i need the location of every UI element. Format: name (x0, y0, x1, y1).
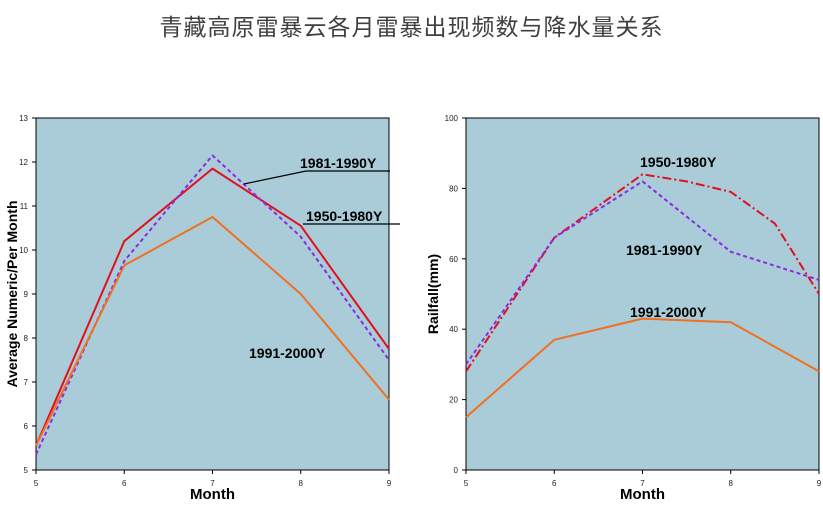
series-line-1981-1990Y (465, 180, 820, 365)
y-axis-title: Railfall(mm) (425, 254, 441, 334)
x-tick-label: 5 (34, 479, 39, 488)
x-tick-label: 9 (817, 479, 822, 488)
y-tick-label: 12 (19, 158, 28, 167)
label-1981-1990y-b: 1981-1990Y (626, 242, 703, 258)
label-1981-1990y: 1981-1990Y (300, 155, 377, 171)
label-1991-2000y-b: 1991-2000Y (630, 304, 707, 320)
y-tick-label: 10 (19, 246, 28, 255)
y-tick-label: 20 (449, 396, 458, 405)
thunderstorm-frequency-chart: 5 6 7 8 9 10 11 12 13 5 6 7 8 9 Month Average Numeric/P… (4, 114, 400, 503)
x-tick-label: 6 (122, 479, 127, 488)
series-line-1991-2000Y (465, 317, 820, 418)
plot-area: 5 6 7 8 9 10 11 12 13 5 6 7 8 9 Month Average Numeric/P… (4, 114, 392, 503)
x-axis-title: Month (620, 486, 665, 503)
plot-area: 0 20 40 60 80 100 5 6 7 8 9 Month Railfall(mm) (425, 114, 822, 503)
x-tick-label: 7 (210, 479, 215, 488)
y-tick-label: 60 (449, 255, 458, 264)
y-tick-label: 13 (19, 114, 28, 123)
label-1950-1980y-b: 1950-1980Y (640, 154, 717, 170)
y-tick-label: 9 (24, 290, 29, 299)
ann-1950-1980-a: 1950-1980Y (303, 208, 400, 225)
plot-background (465, 117, 820, 471)
y-tick-label: 8 (24, 334, 29, 343)
ann-1981-1990-a: 1981-1990Y (243, 155, 390, 185)
x-tick-label: 7 (640, 479, 645, 488)
label-1991-2000y: 1991-2000Y (249, 345, 326, 361)
y-tick-label: 5 (24, 466, 29, 475)
y-tick-label: 0 (454, 466, 459, 475)
plot-background (35, 117, 390, 471)
series-line-1991-2000Y (35, 216, 390, 447)
rainfall-chart: 0 20 40 60 80 100 5 6 7 8 9 Month Railfall(mm) 1950-… (425, 114, 822, 503)
x-tick-label: 8 (299, 479, 304, 488)
y-tick-label: 100 (445, 114, 459, 123)
y-tick-label: 7 (24, 378, 29, 387)
y-tick-label: 80 (449, 184, 458, 193)
y-tick-label: 11 (20, 202, 29, 211)
label-1950-1980y: 1950-1980Y (306, 208, 383, 224)
x-axis-title: Month (190, 486, 235, 503)
x-tick-label: 8 (729, 479, 734, 488)
x-tick-label: 9 (387, 479, 392, 488)
x-tick-label: 6 (552, 479, 557, 488)
page-title: 青藏高原雷暴云各月雷暴出现频数与降水量关系 (159, 15, 664, 41)
y-tick-label: 40 (449, 325, 458, 334)
series-line-1950-1980Y (35, 167, 390, 447)
x-tick-label: 5 (464, 479, 469, 488)
y-tick-label: 6 (24, 422, 29, 431)
y-axis-title: Average Numeric/Per Month (4, 201, 20, 388)
